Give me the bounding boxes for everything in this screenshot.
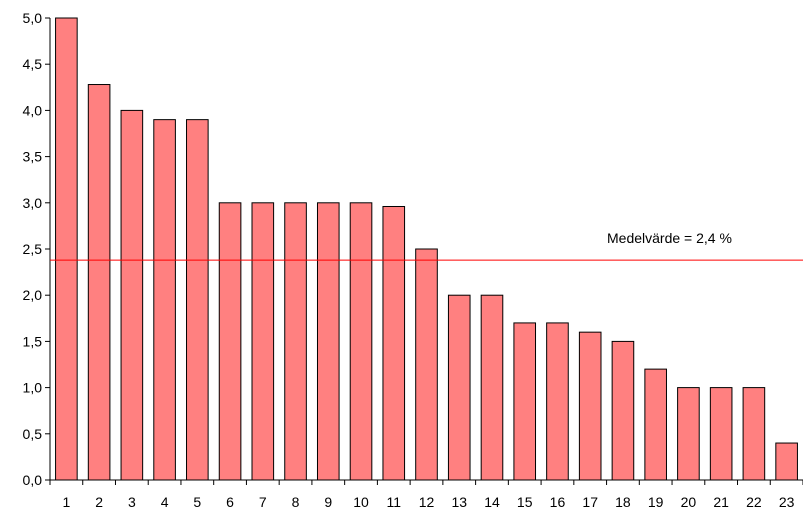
x-tick-label: 23 bbox=[779, 494, 795, 510]
x-tick-label: 12 bbox=[419, 494, 435, 510]
y-tick-label: 0,5 bbox=[23, 426, 43, 442]
x-tick-label: 7 bbox=[259, 494, 267, 510]
y-tick-label: 3,5 bbox=[23, 149, 43, 165]
x-tick-label: 16 bbox=[550, 494, 566, 510]
bar-18 bbox=[611, 340, 635, 481]
bar-11 bbox=[382, 205, 406, 481]
x-tick-label: 22 bbox=[746, 494, 762, 510]
y-tick-label: 1,5 bbox=[23, 333, 43, 349]
y-tick-label: 4,0 bbox=[23, 102, 43, 118]
x-tick-label: 18 bbox=[615, 494, 631, 510]
x-tick-label: 11 bbox=[386, 494, 401, 510]
x-tick-label: 20 bbox=[681, 494, 697, 510]
x-axis-ticks: 1 2 3 4 5 6 7 8 9 10 11 12 13 14 15 16 17 18 19 20 21 22 23 bbox=[49, 480, 803, 510]
x-tick-label: 2 bbox=[95, 494, 103, 510]
x-tick-label: 1 bbox=[62, 494, 70, 510]
y-tick-label: 0,0 bbox=[23, 472, 43, 488]
x-tick-label: 5 bbox=[193, 494, 201, 510]
bar-23 bbox=[775, 442, 798, 481]
x-tick-label: 10 bbox=[353, 494, 369, 510]
y-tick-label: 2,5 bbox=[23, 241, 43, 257]
bar-12 bbox=[415, 248, 438, 481]
bar-21 bbox=[709, 387, 733, 481]
x-tick-label: 15 bbox=[517, 494, 533, 510]
bar-1 bbox=[55, 17, 78, 481]
bar-7 bbox=[251, 202, 275, 481]
bar-22 bbox=[742, 387, 766, 481]
x-tick-label: 17 bbox=[582, 494, 598, 510]
bar-20 bbox=[677, 387, 700, 481]
bar-4 bbox=[153, 119, 176, 481]
x-tick-label: 14 bbox=[484, 494, 500, 510]
y-tick-label: 4,5 bbox=[23, 56, 43, 72]
y-tick-label: 5,0 bbox=[23, 10, 43, 26]
x-tick-label: 13 bbox=[451, 494, 467, 510]
x-tick-label: 4 bbox=[161, 494, 169, 510]
y-tick-label: 2,0 bbox=[23, 287, 43, 303]
bar-14 bbox=[480, 294, 504, 481]
bar-8 bbox=[284, 202, 307, 481]
bar-3 bbox=[120, 109, 144, 481]
mean-reference-label: Medelvärde = 2,4 % bbox=[607, 230, 732, 246]
x-tick-label: 6 bbox=[226, 494, 234, 510]
bar-2 bbox=[87, 84, 111, 481]
bar-19 bbox=[644, 368, 667, 481]
bar-17 bbox=[578, 331, 602, 481]
y-tick-label: 1,0 bbox=[23, 380, 43, 396]
x-tick-label: 19 bbox=[648, 494, 664, 510]
bar-5 bbox=[186, 119, 209, 481]
x-tick-label: 3 bbox=[128, 494, 136, 510]
bars bbox=[55, 17, 798, 481]
bar-13 bbox=[447, 294, 471, 481]
y-axis-ticks: 0,0 0,5 1,0 1,5 2,0 2,5 3,0 3,5 4,0 4,5 5,0 bbox=[23, 10, 50, 488]
x-tick-label: 21 bbox=[713, 494, 729, 510]
bar-16 bbox=[546, 322, 569, 481]
x-tick-label: 9 bbox=[324, 494, 332, 510]
y-tick-label: 3,0 bbox=[23, 195, 43, 211]
bar-6 bbox=[218, 202, 242, 481]
bar-9 bbox=[316, 202, 340, 481]
bar-10 bbox=[349, 202, 373, 481]
bar-15 bbox=[513, 322, 537, 481]
x-tick-label: 8 bbox=[292, 494, 300, 510]
